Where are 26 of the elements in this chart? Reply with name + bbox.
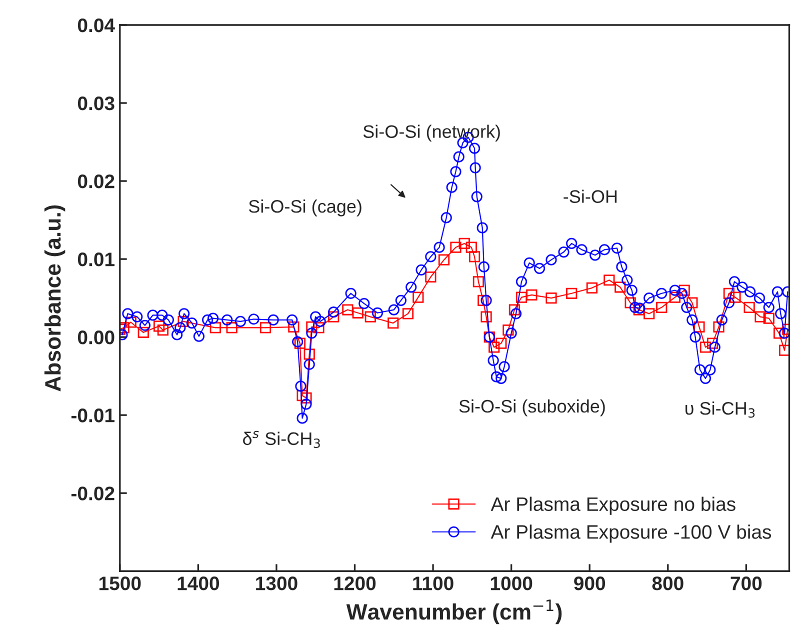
x-tick-label: 700 [730,576,762,590]
legend-label: Ar Plasma Exposure -100 V bias [490,524,772,543]
annotation: -Si-OH [564,190,617,203]
y-tick-label: -0.01 [71,408,114,422]
x-tick-label: 1200 [334,576,376,590]
x-tick-label: 900 [574,576,606,590]
annotation: Si-O-Si (cage) [248,200,362,216]
x-tick-label: 1000 [490,576,532,590]
y-tick-label: 0.00 [78,330,114,344]
x-axis-title: Wavenumber (cm$^{−1}$) [346,600,562,624]
x-tick-label: 1400 [178,576,220,590]
annotation: υ Si-CH$_{3}$ [686,402,755,418]
x-tick-label: 800 [652,576,684,590]
y-axis-title: Absorbance (a.u.) [44,205,66,392]
y-tick-label: 0.01 [78,252,114,266]
legend-label: Ar Plasma Exposure no bias [490,496,736,515]
annotation: δ$^{s}$ Si-CH$_{3}$ [243,430,320,448]
x-tick-label: 1100 [413,576,454,590]
x-tick-label: 1300 [256,576,298,590]
y-tick-label: 0.03 [78,96,114,110]
annotation: Si-O-Si (suboxide) [459,399,605,416]
y-tick-label: 0.04 [78,18,115,32]
y-tick-label: -0.02 [71,486,114,500]
annotation: Si-O-Si (network) [363,124,500,142]
y-tick-label: 0.02 [78,174,114,188]
x-tick-label: 1500 [99,576,141,590]
